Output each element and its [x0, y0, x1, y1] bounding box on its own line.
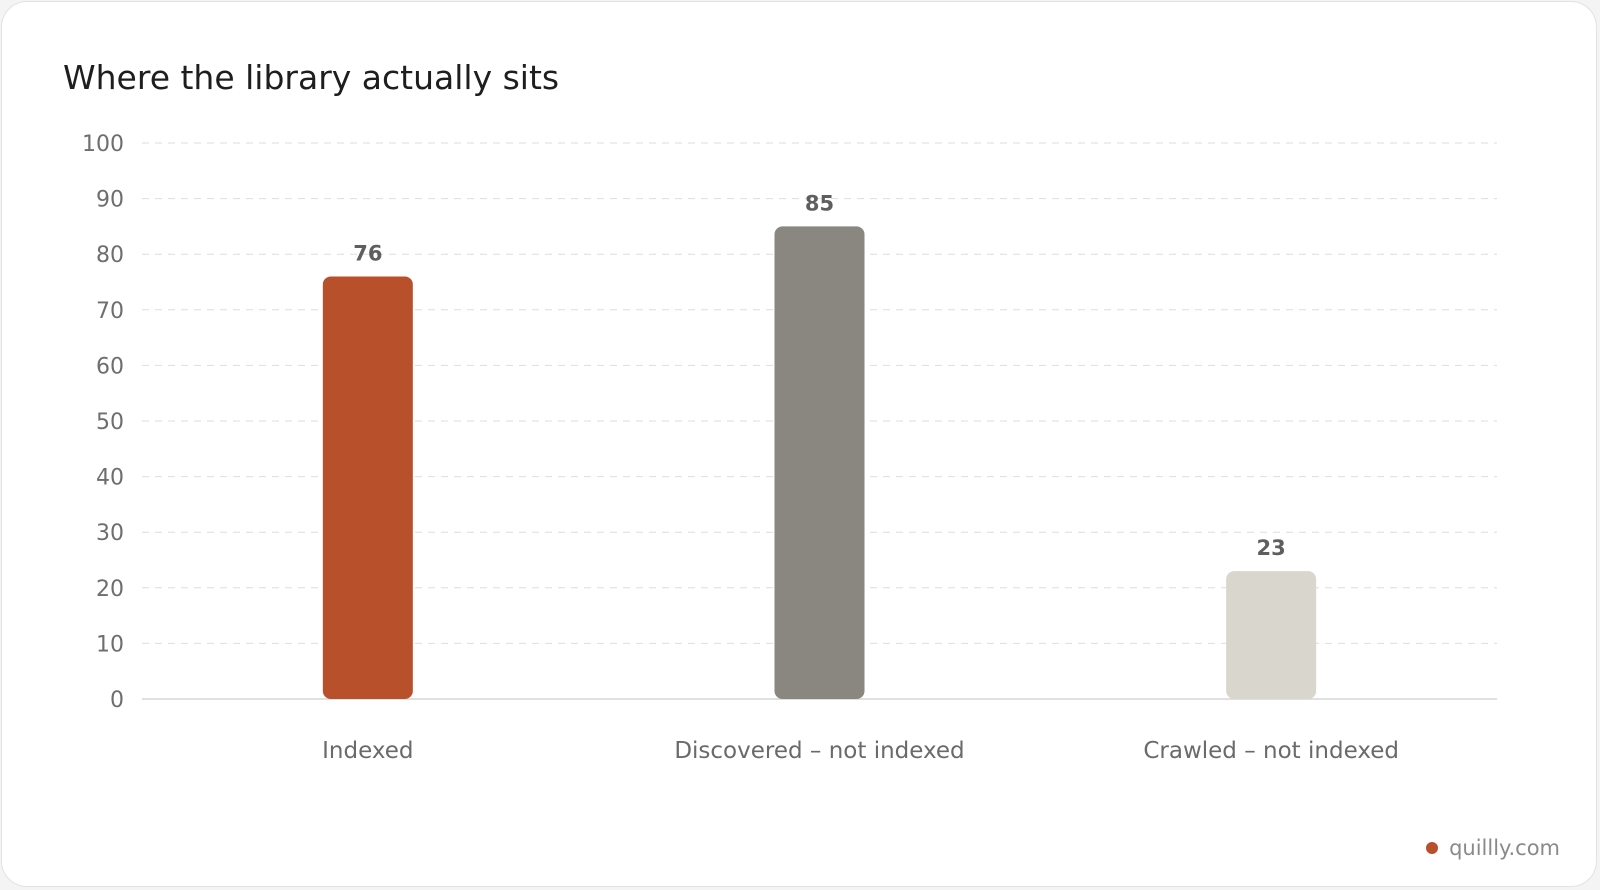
x-category-label: Indexed — [322, 738, 413, 764]
data-label: 85 — [805, 191, 834, 215]
y-tick-label: 20 — [96, 577, 124, 602]
data-labels: 76 85 23 — [353, 191, 1286, 560]
x-category-label: Crawled – not indexed — [1143, 738, 1399, 764]
y-tick-label: 50 — [96, 410, 124, 435]
y-tick-label: 60 — [96, 354, 124, 379]
x-axis: Indexed Discovered – not indexed Crawled –… — [322, 738, 1399, 764]
bar — [1226, 571, 1317, 699]
y-tick-label: 70 — [96, 299, 124, 324]
brand-text: quillly.com — [1449, 836, 1560, 860]
x-category-label: Discovered – not indexed — [674, 738, 964, 764]
data-label: 76 — [353, 241, 382, 265]
bars — [322, 226, 1317, 699]
y-tick-label: 90 — [96, 188, 124, 213]
data-label: 23 — [1257, 536, 1286, 560]
y-tick-label: 30 — [96, 521, 124, 546]
y-tick-label: 100 — [82, 132, 124, 157]
y-tick-label: 80 — [96, 243, 124, 268]
y-tick-label: 40 — [96, 466, 124, 491]
brand-dot-icon — [1426, 842, 1439, 854]
bar — [322, 276, 413, 699]
y-tick-label: 0 — [110, 688, 124, 713]
chart-title: Where the library actually sits — [63, 58, 560, 97]
y-axis: 0 10 20 30 40 50 60 70 80 90 100 — [82, 132, 124, 713]
y-tick-label: 10 — [96, 632, 124, 657]
bar — [774, 226, 865, 699]
brand-watermark: quillly.com — [1426, 836, 1560, 860]
